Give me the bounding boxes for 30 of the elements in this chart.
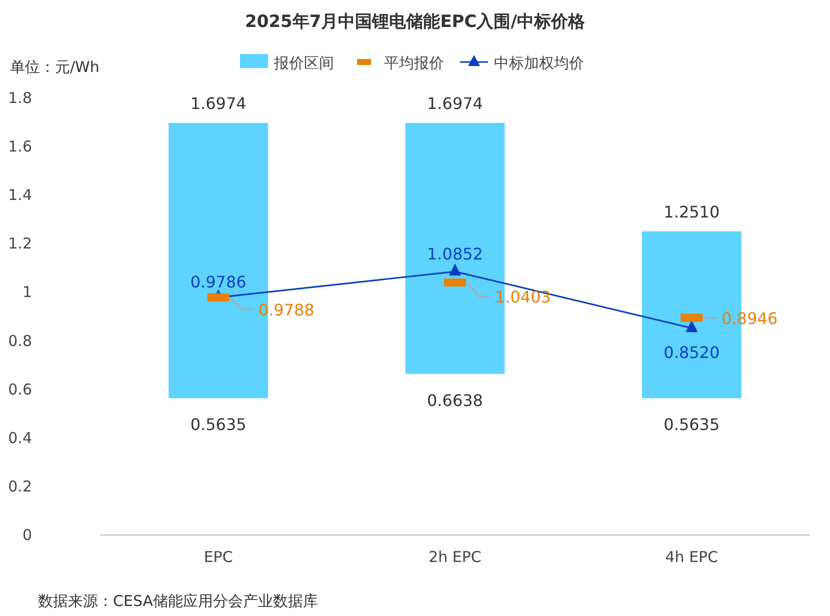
- legend-label: 中标加权均价: [494, 54, 584, 72]
- y-tick-label: 1: [22, 283, 32, 302]
- data-label: 0.8520: [664, 343, 720, 362]
- source-note: 数据来源：CESA储能应用分会产业数据库: [38, 592, 318, 610]
- legend-label: 平均报价: [384, 54, 444, 72]
- annotation: 1.2510: [664, 202, 720, 222]
- annotation: 1.6974: [190, 94, 246, 113]
- y-tick-label: 1.8: [8, 89, 32, 107]
- chart-title: 2025年7月中国锂电储能EPC入围/中标价格: [245, 12, 586, 32]
- y-tick-label: 0.8: [8, 332, 32, 350]
- x-tick-label: EPC: [204, 548, 233, 566]
- legend-label: 报价区间: [273, 54, 334, 72]
- annotation: 1.6974: [427, 94, 483, 113]
- y-tick-label: 1.4: [8, 186, 32, 204]
- y-tick-label: 0.6: [8, 380, 32, 398]
- point: [449, 264, 461, 276]
- annotation: 0.5635: [190, 415, 246, 434]
- annotation: 0.6638: [427, 390, 483, 410]
- y-tick-label: 1.6: [8, 138, 32, 156]
- y-tick-label: 0.2: [8, 477, 32, 496]
- point: [686, 320, 698, 332]
- data-label: 0.9786: [190, 272, 246, 292]
- y-tick-label: 1.2: [8, 234, 32, 253]
- x-tick-label: 2h EPC: [428, 548, 482, 566]
- annotation: 0.5635: [664, 415, 720, 434]
- x-tick-label: 4h EPC: [665, 548, 718, 566]
- y-tick-label: 0.4: [8, 428, 32, 447]
- y-tick-label: 0: [22, 526, 32, 544]
- y-axis-title: 单位：元/Wh: [10, 58, 100, 76]
- data-label: 1.0852: [427, 244, 483, 264]
